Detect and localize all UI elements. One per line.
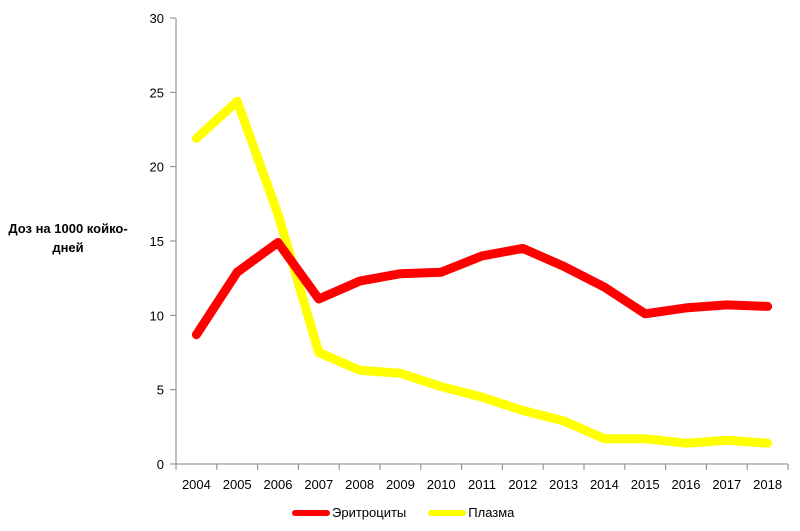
x-tick-label: 2005 bbox=[223, 477, 252, 492]
legend-swatch-series-1 bbox=[428, 509, 467, 516]
legend-label-series-1: Плазма bbox=[468, 505, 515, 520]
legend: Эритроциты Плазма bbox=[292, 505, 536, 520]
x-tick-label: 2016 bbox=[672, 477, 701, 492]
x-tick-label: 2014 bbox=[590, 477, 619, 492]
x-tick-label: 2012 bbox=[508, 477, 537, 492]
x-tick-label: 2018 bbox=[753, 477, 782, 492]
y-tick-label: 20 bbox=[150, 160, 164, 175]
x-tick-label: 2009 bbox=[386, 477, 415, 492]
y-tick-label: 30 bbox=[150, 11, 164, 26]
y-tick-label: 25 bbox=[150, 85, 164, 100]
x-tick-label: 2017 bbox=[712, 477, 741, 492]
y-tick-label: 0 bbox=[157, 457, 164, 472]
x-tick-label: 2015 bbox=[631, 477, 660, 492]
x-tick-label: 2004 bbox=[182, 477, 211, 492]
x-tick-label: 2006 bbox=[264, 477, 293, 492]
legend-swatch-series-0 bbox=[292, 509, 330, 516]
x-tick-label: 2011 bbox=[468, 477, 496, 492]
x-tick-label: 2007 bbox=[304, 477, 333, 492]
y-tick-label: 15 bbox=[150, 234, 164, 249]
legend-label-series-0: Эритроциты bbox=[332, 505, 407, 520]
series-line-1 bbox=[191, 96, 773, 448]
y-tick-label: 5 bbox=[157, 383, 164, 398]
x-tick-label: 2013 bbox=[549, 477, 578, 492]
y-axis-label: Доз на 1000 койко-дней bbox=[8, 221, 128, 255]
x-tick-label: 2010 bbox=[427, 477, 456, 492]
series-lines bbox=[191, 96, 773, 448]
chart-axes bbox=[170, 17, 789, 470]
tick-labels: 0 5 10 15 20 25 30 2004 2005 2006 2007 2008 2009 2010… bbox=[150, 11, 783, 492]
y-tick-label: 10 bbox=[150, 308, 164, 323]
series-line-0 bbox=[191, 238, 773, 340]
legend-item-series-0: Эритроциты bbox=[292, 505, 406, 520]
legend-item-series-1: Плазма bbox=[428, 505, 514, 520]
x-tick-label: 2008 bbox=[345, 477, 374, 492]
